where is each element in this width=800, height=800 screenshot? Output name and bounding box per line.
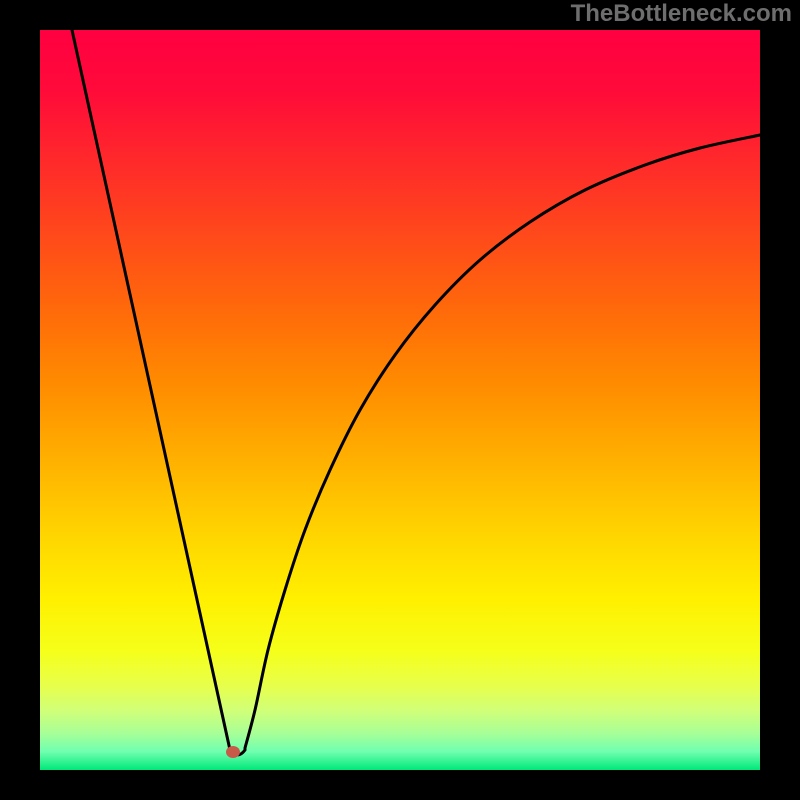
bottleneck-curve [72,30,760,755]
chart-stage: TheBottleneck.com [0,0,800,800]
optimal-point-marker [226,746,240,758]
curve-overlay [0,0,800,800]
watermark-label: TheBottleneck.com [571,0,792,28]
